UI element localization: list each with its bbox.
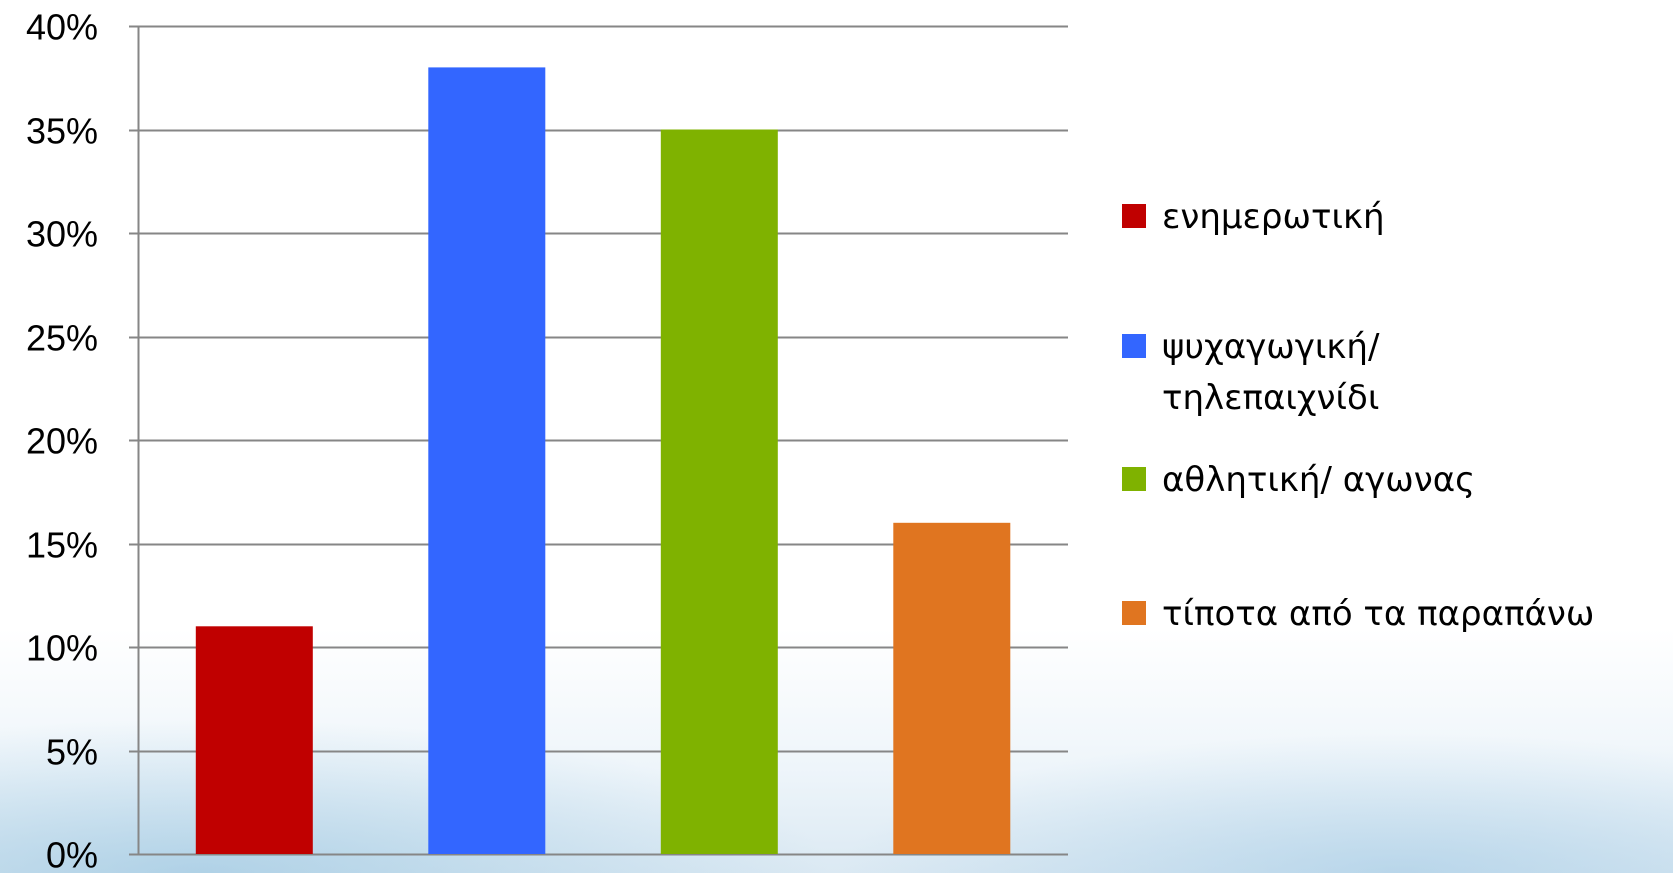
legend: ενημερωτική ψυχαγωγική/τηλεπαιχνίδι αθλητι… [1122,197,1594,634]
y-axis-tick-labels: 0% 5% 10% 15% 20% 25% 30% 35% 40% [26,7,98,873]
legend-swatch-4 [1122,601,1146,625]
y-tick-label: 25% [26,318,98,359]
y-tick-label: 10% [26,628,98,669]
legend-swatch-1 [1122,204,1146,228]
bar-2 [428,67,546,854]
y-tick-label: 40% [26,7,98,48]
legend-label-3: αθλητική/ αγωνας [1162,460,1475,500]
y-tick-label: 0% [46,835,98,873]
y-tick-label: 20% [26,421,98,462]
legend-label-4: τίποτα από τα παραπάνω [1162,594,1594,634]
y-tick-label: 35% [26,111,98,152]
legend-label-2: ψυχαγωγική/ [1162,327,1380,367]
legend-label-2: τηλεπαιχνίδι [1162,378,1379,418]
bar-3 [660,129,778,854]
bar-1 [195,626,313,854]
legend-swatch-3 [1122,467,1146,491]
legend-swatch-2 [1122,334,1146,358]
axes [129,25,1068,856]
bars [195,67,1011,854]
y-tick-label: 5% [46,732,98,773]
bar-4 [893,522,1011,854]
y-tick-label: 30% [26,214,98,255]
legend-label-1: ενημερωτική [1162,197,1385,237]
y-tick-label: 15% [26,525,98,566]
